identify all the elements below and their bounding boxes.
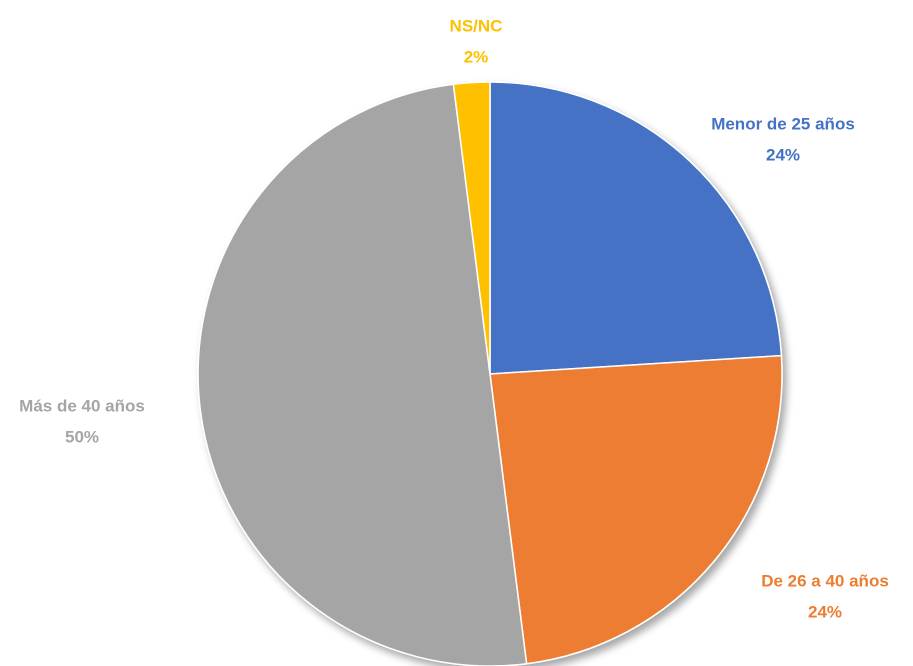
value-label: 50% [65, 427, 99, 446]
pie-slice [452, 81, 491, 375]
pie [197, 81, 783, 666]
value-label: 2% [464, 47, 489, 66]
value-label: 24% [766, 145, 800, 164]
pie-slice [197, 83, 528, 666]
pie-slice [489, 81, 783, 375]
slice-label: Más de 40 años [19, 396, 145, 415]
slice-label: NS/NC [450, 16, 503, 35]
value-label: 24% [808, 602, 842, 621]
slice-label: De 26 a 40 años [761, 571, 889, 590]
pie-slice [489, 354, 783, 665]
slice-label: Menor de 25 años [711, 114, 855, 133]
